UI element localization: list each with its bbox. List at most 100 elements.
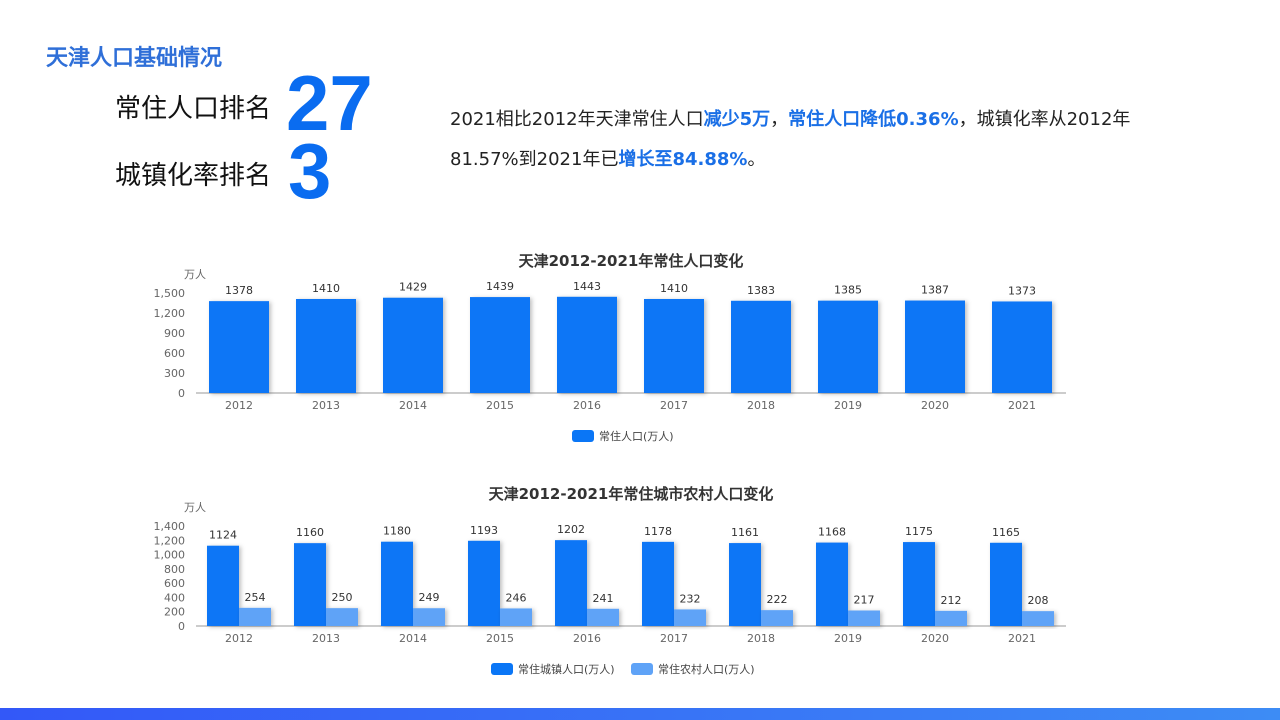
data-label: 254: [245, 591, 266, 604]
y-tick-label: 800: [164, 563, 185, 576]
data-label: 1124: [209, 529, 237, 542]
data-label: 1193: [470, 524, 498, 537]
bar: [674, 609, 706, 626]
x-tick-label: 2020: [921, 632, 949, 645]
bar: [587, 608, 619, 626]
bar: [903, 542, 935, 626]
data-label: 1385: [834, 284, 862, 297]
data-label: 1202: [557, 523, 585, 536]
data-label: 1175: [905, 525, 933, 538]
data-label: 249: [419, 591, 440, 604]
x-tick-label: 2012: [225, 399, 253, 412]
summary-part: ，城镇化率从2012年81.57%到2021年已: [450, 109, 1131, 170]
resident-population-rank-label: 常住人口排名: [115, 94, 272, 124]
y-tick-label: 1,000: [154, 549, 186, 562]
y-tick-label: 0: [178, 387, 185, 400]
y-axis-unit: 万人: [184, 268, 206, 281]
y-tick-label: 200: [164, 606, 185, 619]
bar: [935, 610, 967, 626]
data-label: 1180: [383, 525, 411, 538]
y-tick-label: 600: [164, 577, 185, 590]
page-title: 天津人口基础情况: [46, 45, 223, 71]
summary-highlight: 减少5万: [703, 109, 771, 130]
y-tick-label: 1,200: [154, 534, 186, 547]
x-tick-label: 2016: [573, 399, 601, 412]
bar: [990, 542, 1022, 626]
bar: [731, 300, 791, 393]
x-tick-label: 2021: [1008, 632, 1036, 645]
legend-label: 常住人口(万人): [599, 429, 674, 443]
summary-highlight: 增长至84.88%: [618, 149, 748, 170]
data-label: 1383: [747, 284, 775, 297]
data-label: 1178: [644, 525, 672, 538]
bar: [383, 297, 443, 393]
bar: [209, 301, 269, 393]
data-label: 1161: [731, 526, 759, 539]
bar: [905, 300, 965, 393]
data-label: 208: [1028, 594, 1049, 607]
bar: [239, 607, 271, 626]
x-tick-label: 2019: [834, 632, 862, 645]
x-tick-label: 2017: [660, 399, 688, 412]
bar: [555, 540, 587, 626]
data-label: 1165: [992, 526, 1020, 539]
bar: [816, 542, 848, 626]
bar: [294, 543, 326, 626]
data-label: 1410: [312, 282, 340, 295]
footer-bar: [0, 708, 1280, 720]
data-label: 1429: [399, 281, 427, 294]
data-label: 1439: [486, 280, 514, 293]
data-label: 1387: [921, 284, 949, 297]
x-tick-label: 2017: [660, 632, 688, 645]
bar: [992, 301, 1052, 393]
data-label: 232: [680, 592, 701, 605]
y-tick-label: 0: [178, 620, 185, 633]
legend-swatch: [491, 663, 513, 675]
bar: [326, 608, 358, 626]
x-tick-label: 2019: [834, 399, 862, 412]
data-label: 241: [593, 592, 614, 605]
data-label: 246: [506, 591, 527, 604]
legend-label: 常住城镇人口(万人): [518, 662, 615, 676]
x-tick-label: 2018: [747, 399, 775, 412]
bar: [500, 608, 532, 626]
resident-population-rank-value: 27: [286, 59, 373, 147]
x-tick-label: 2014: [399, 632, 427, 645]
bar: [642, 541, 674, 626]
y-tick-label: 1,400: [154, 520, 186, 533]
x-tick-label: 2014: [399, 399, 427, 412]
bar: [761, 610, 793, 626]
bar: [381, 541, 413, 626]
y-tick-label: 400: [164, 591, 185, 604]
chart-title: 天津2012-2021年常住城市农村人口变化: [489, 485, 774, 503]
urbanization-rank-value: 3: [288, 127, 332, 215]
bar: [470, 297, 530, 393]
y-tick-label: 300: [164, 367, 185, 380]
x-tick-label: 2012: [225, 632, 253, 645]
urbanization-rank-label: 城镇化率排名: [115, 161, 272, 191]
y-tick-label: 1,500: [154, 287, 186, 300]
chart-title: 天津2012-2021年常住人口变化: [519, 252, 744, 270]
y-tick-label: 600: [164, 347, 185, 360]
x-tick-label: 2021: [1008, 399, 1036, 412]
bar: [1022, 611, 1054, 626]
data-label: 1443: [573, 280, 601, 293]
data-label: 1160: [296, 526, 324, 539]
x-tick-label: 2015: [486, 632, 514, 645]
legend-swatch: [572, 430, 594, 442]
data-label: 1373: [1008, 284, 1036, 297]
x-tick-label: 2020: [921, 399, 949, 412]
bar: [729, 543, 761, 626]
bar: [207, 545, 239, 626]
legend-swatch: [631, 663, 653, 675]
bar: [557, 296, 617, 393]
summary-part: 2021相比2012年天津常住人口: [450, 109, 704, 130]
data-label: 1168: [818, 526, 846, 539]
data-label: 222: [767, 593, 788, 606]
data-label: 250: [332, 591, 353, 604]
bar: [644, 299, 704, 393]
bar: [296, 299, 356, 393]
